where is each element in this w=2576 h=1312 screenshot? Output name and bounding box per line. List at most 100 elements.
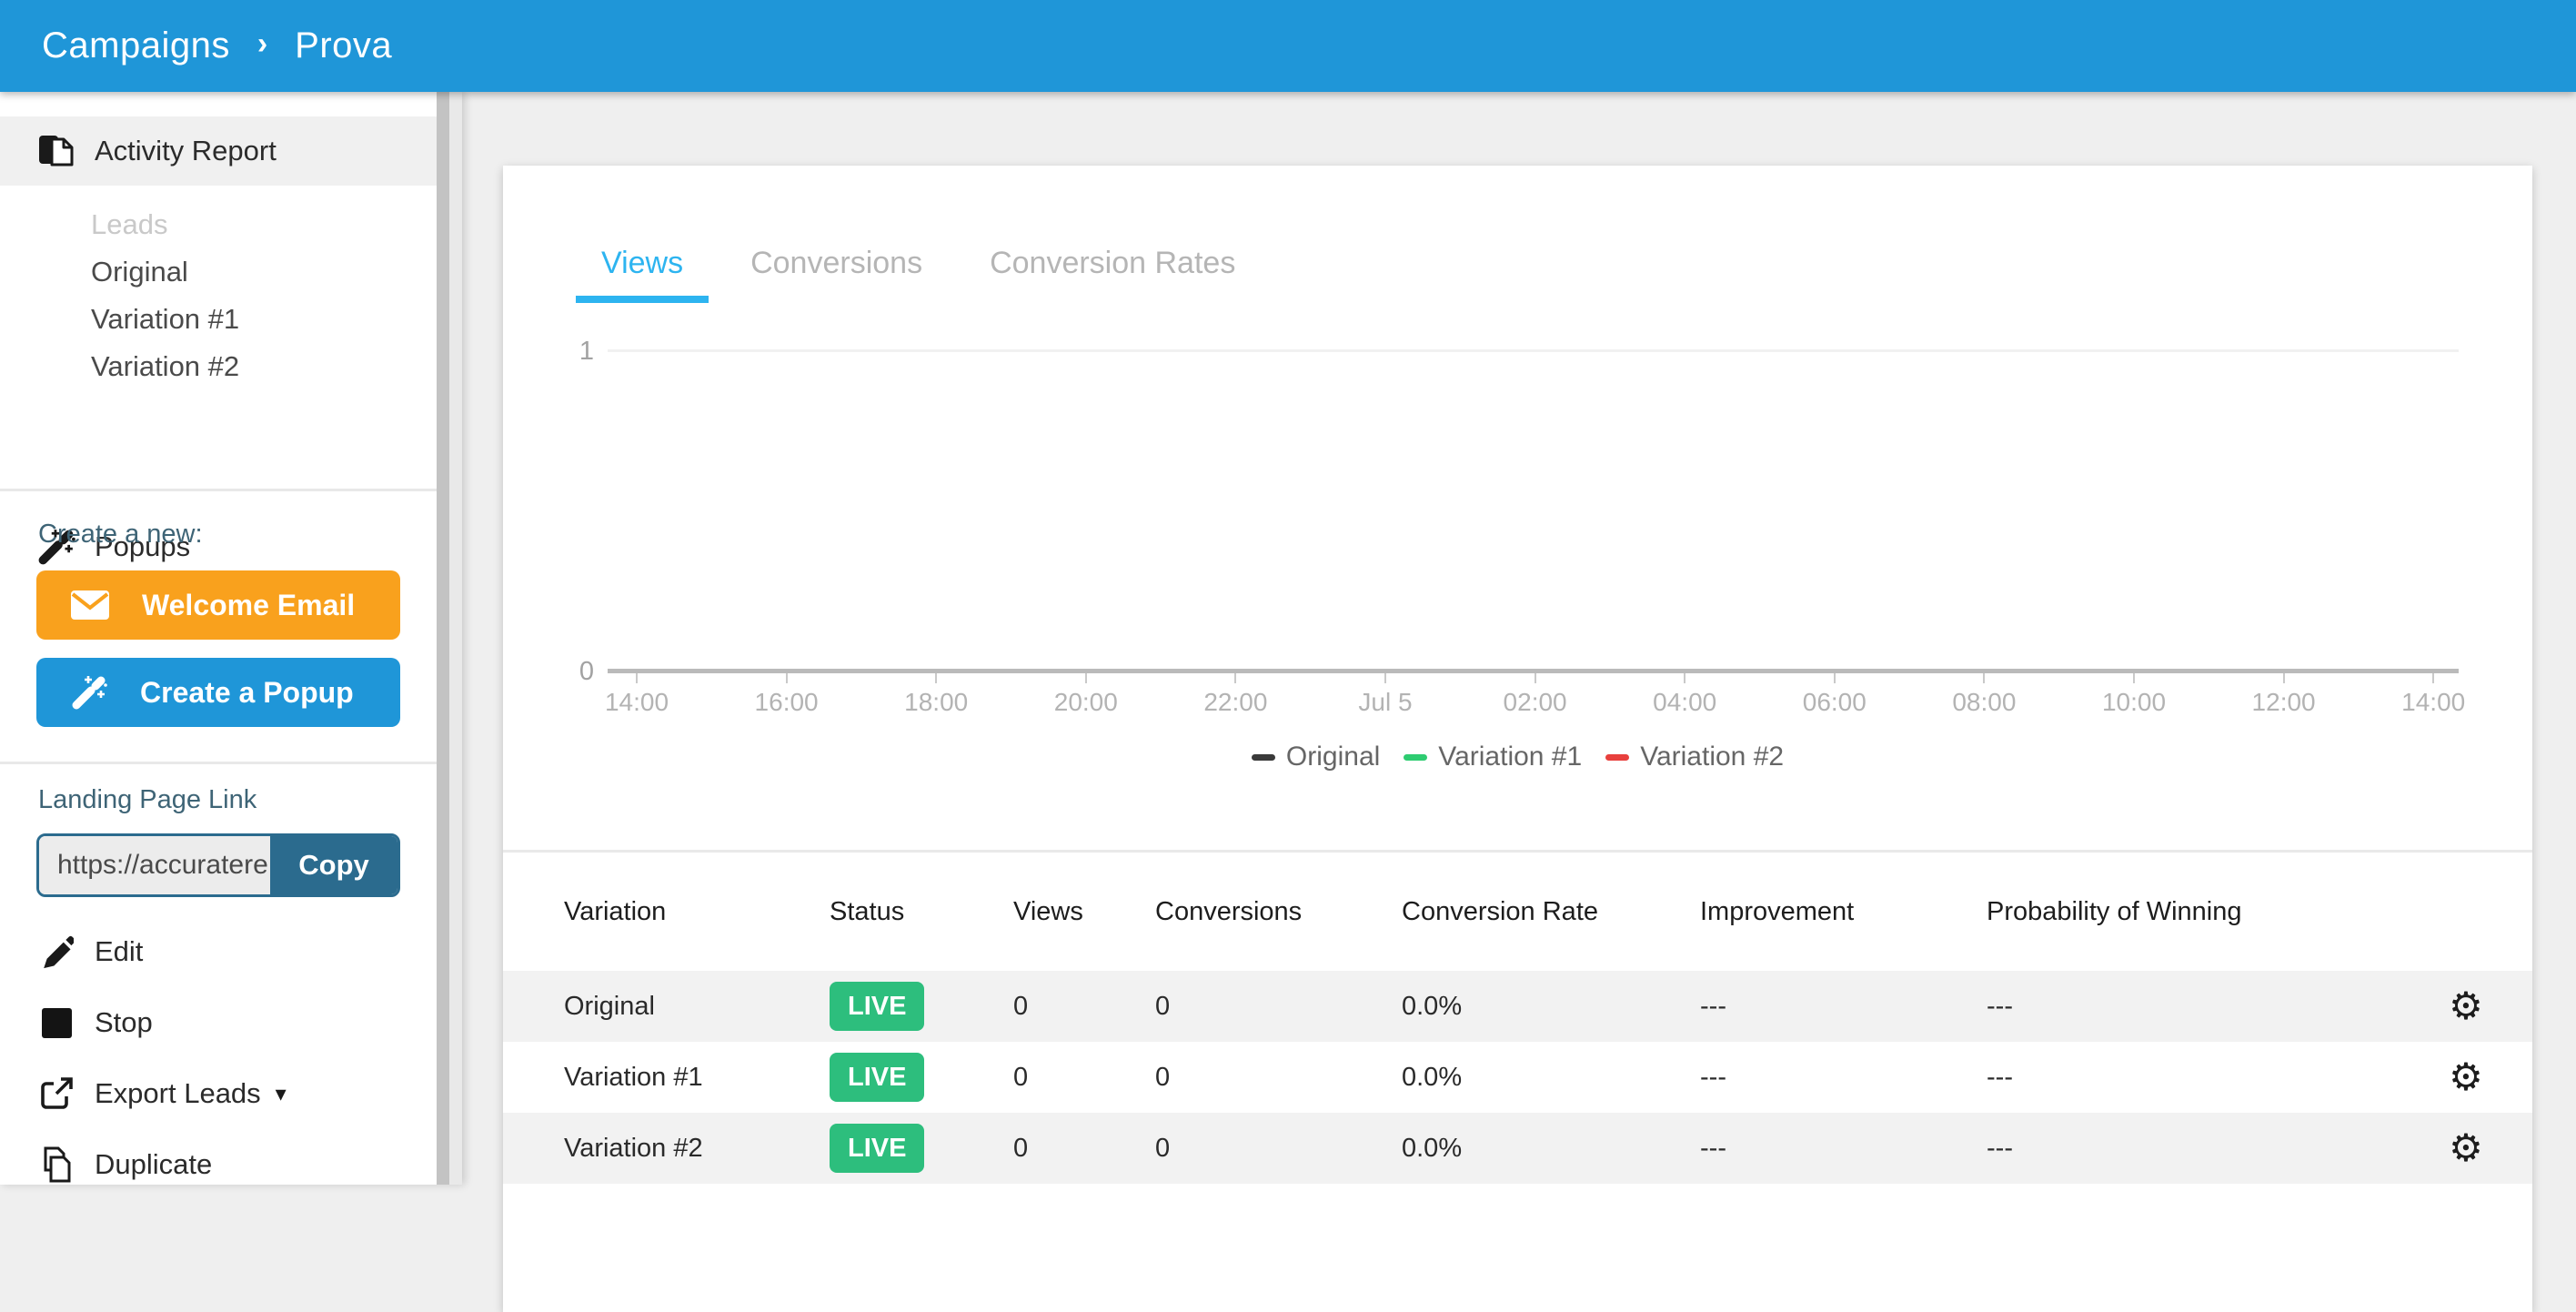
legend-item-original[interactable]: Original — [1251, 742, 1381, 772]
landing-page-link-label: Landing Page Link — [38, 785, 257, 814]
activity-report-icon — [36, 131, 76, 171]
status-badge-live: LIVE — [830, 1124, 925, 1173]
cell-variation: Variation #1 — [564, 1062, 703, 1092]
x-tick-mark — [1983, 673, 1986, 683]
row-settings-gear-icon[interactable]: ⚙ — [2449, 984, 2483, 1028]
x-axis-ticks: 14:00 16:00 18:00 20:00 22:00 Jul 5 02:00 04:00… — [605, 673, 2465, 737]
x-tick-mark — [2133, 673, 2135, 683]
column-header-conversions: Conversions — [1155, 896, 1303, 926]
sidebar-action-edit[interactable]: Edit — [0, 920, 437, 984]
legend-swatch — [1251, 753, 1275, 761]
legend-item-variation-2[interactable]: Variation #2 — [1605, 742, 1784, 772]
x-tick-mark — [1534, 673, 1536, 683]
table-header-row: Variation Status Views Conversions Conversio… — [503, 853, 2532, 971]
x-tick-label: 22:00 — [1203, 688, 1268, 716]
cell-variation: Original — [564, 991, 655, 1021]
legend-label: Variation #2 — [1640, 742, 1785, 772]
tab-conversions[interactable]: Conversions — [750, 246, 923, 280]
copy-link-button[interactable]: Copy — [270, 836, 397, 894]
create-popup-button[interactable]: Create a Popup — [36, 658, 400, 727]
cell-variation: Variation #2 — [564, 1133, 703, 1163]
x-axis-line — [608, 669, 2459, 673]
row-settings-gear-icon[interactable]: ⚙ — [2449, 1055, 2483, 1099]
cell-views: 0 — [1013, 1062, 1029, 1092]
table-row-variation-2: Variation #2 LIVE 0 0 0.0% --- --- ⚙ — [503, 1113, 2532, 1184]
chart-legend: Original Variation #1 Variation #2 — [503, 739, 2532, 775]
y-axis-tick-1: 1 — [579, 337, 594, 366]
sidebar-item-popups[interactable]: Popups — [0, 512, 437, 581]
duplicate-pages-icon — [36, 1146, 76, 1183]
x-tick-label: 10:00 — [2101, 688, 2167, 716]
tab-conversion-rates[interactable]: Conversion Rates — [990, 246, 1236, 280]
envelope-icon — [71, 590, 109, 620]
cell-conversions: 0 — [1155, 1133, 1171, 1163]
column-header-views: Views — [1013, 896, 1083, 926]
legend-swatch — [1605, 753, 1630, 761]
landing-page-url-input[interactable] — [39, 836, 270, 894]
sidebar-item-activity-report[interactable]: Activity Report — [0, 116, 437, 186]
x-tick-label: 04:00 — [1653, 688, 1717, 716]
tab-views[interactable]: Views — [576, 246, 709, 303]
welcome-email-label: Welcome Email — [142, 588, 356, 621]
sidebar-link-variation-2[interactable]: Variation #2 — [91, 350, 240, 382]
cell-status: LIVE — [830, 1124, 1013, 1173]
y-axis-tick-0: 0 — [579, 657, 594, 686]
breadcrumb-chevron-icon: › — [257, 26, 268, 61]
x-tick-label: 06:00 — [1802, 688, 1867, 716]
x-tick-label: 20:00 — [1053, 688, 1118, 716]
landing-page-link-group: Copy — [36, 833, 400, 897]
create-new-label: Create a new: — [38, 520, 203, 549]
cell-conversions: 0 — [1155, 1062, 1171, 1092]
sidebar: Activity Report Leads Original Variation #… — [0, 92, 462, 1185]
breadcrumb-campaigns[interactable]: Campaigns — [42, 25, 230, 66]
magic-wand-icon — [71, 674, 107, 711]
x-tick-label: 16:00 — [754, 688, 819, 716]
column-header-status: Status — [830, 896, 905, 926]
sidebar-divider — [0, 762, 449, 764]
topbar: Campaigns › Prova — [0, 0, 2576, 92]
sidebar-item-label: Popups — [95, 530, 191, 562]
row-settings-gear-icon[interactable]: ⚙ — [2449, 1125, 2483, 1170]
sidebar-action-label: Duplicate — [95, 1148, 213, 1180]
legend-item-variation-1[interactable]: Variation #1 — [1404, 742, 1582, 772]
table-row-original: Original LIVE 0 0 0.0% --- --- ⚙ — [503, 971, 2532, 1042]
table-row-variation-1: Variation #1 LIVE 0 0 0.0% --- --- ⚙ — [503, 1042, 2532, 1113]
status-badge-live: LIVE — [830, 1053, 925, 1102]
x-tick-mark — [1684, 673, 1686, 683]
column-header-conversion-rate: Conversion Rate — [1402, 896, 1598, 926]
x-tick-label: 14:00 — [2401, 688, 2466, 716]
sidebar-action-stop[interactable]: Stop — [0, 991, 437, 1055]
sidebar-action-duplicate[interactable]: Duplicate — [0, 1133, 437, 1196]
sidebar-divider — [0, 489, 449, 491]
sidebar-action-export-leads[interactable]: Export Leads ▾ — [0, 1062, 437, 1125]
legend-swatch — [1404, 753, 1428, 761]
report-tabs: Views Conversions Conversion Rates — [576, 246, 1277, 303]
cell-probability-of-winning: --- — [1987, 1062, 2013, 1092]
breadcrumb-current-campaign: Prova — [295, 25, 393, 66]
sidebar-link-variation-1[interactable]: Variation #1 — [91, 303, 240, 335]
variations-table: Variation Status Views Conversions Conversio… — [503, 853, 2532, 1184]
x-tick-mark — [1384, 673, 1386, 683]
sidebar-scrollbar-thumb[interactable] — [437, 92, 449, 1185]
main-content: Views Conversions Conversion Rates 1 0 14:… — [462, 92, 2576, 1312]
x-tick-mark — [2432, 673, 2435, 683]
x-tick-mark — [2282, 673, 2285, 683]
x-tick-mark — [935, 673, 938, 683]
x-tick-mark — [785, 673, 788, 683]
cell-status: LIVE — [830, 982, 1013, 1031]
legend-label: Original — [1285, 742, 1381, 772]
cell-improvement: --- — [1700, 1062, 1726, 1092]
status-badge-live: LIVE — [830, 982, 925, 1031]
x-tick-mark — [1234, 673, 1237, 683]
cell-improvement: --- — [1700, 1133, 1726, 1163]
sidebar-link-leads: Leads — [91, 208, 168, 240]
card-divider — [503, 850, 2532, 853]
welcome-email-button[interactable]: Welcome Email — [36, 570, 400, 640]
create-popup-label: Create a Popup — [140, 675, 354, 709]
sidebar-action-label: Edit — [95, 935, 144, 967]
report-card: Views Conversions Conversion Rates 1 0 14:… — [503, 166, 2532, 1312]
magic-wand-icon — [36, 528, 76, 566]
sidebar-link-original[interactable]: Original — [91, 256, 188, 288]
cell-conversion-rate: 0.0% — [1402, 1062, 1463, 1092]
sidebar-scrollbar-track[interactable] — [449, 92, 462, 1185]
